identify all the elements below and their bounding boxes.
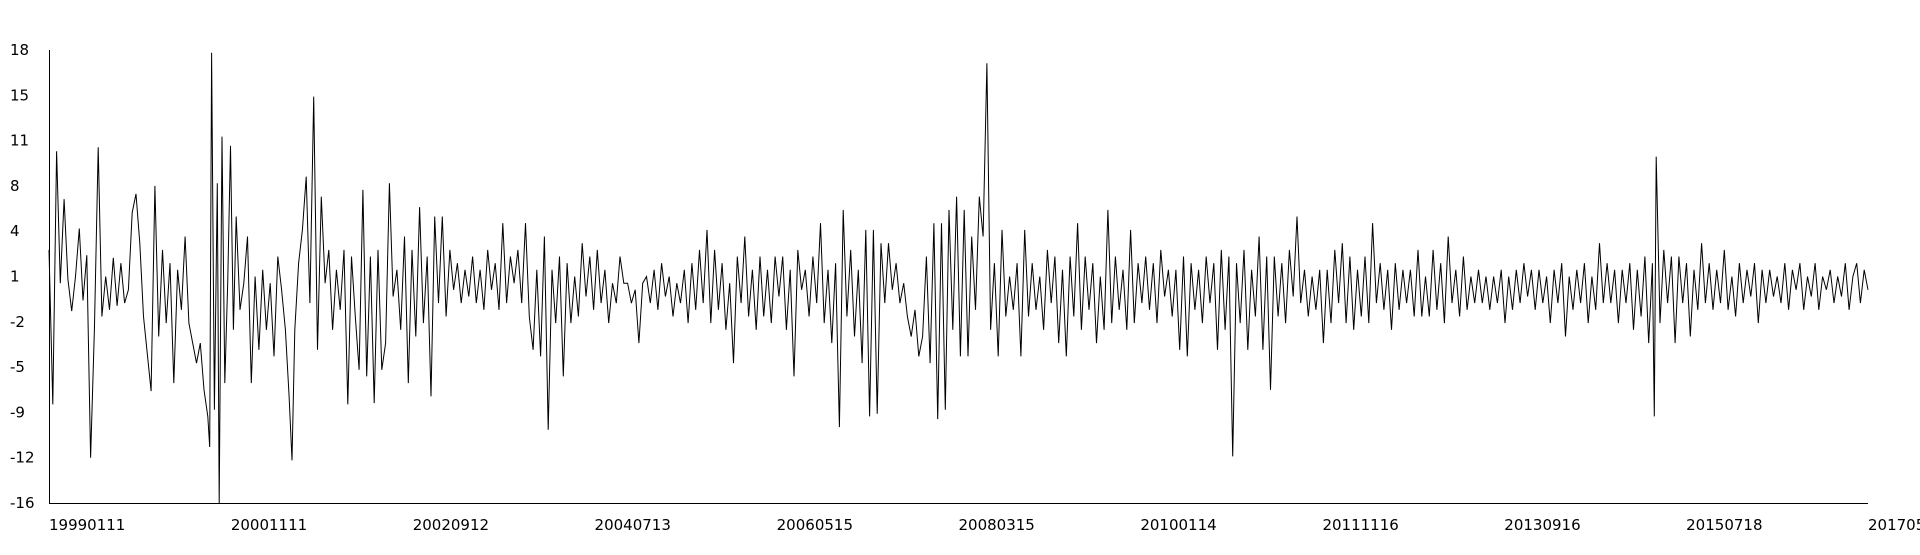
x-tick-label: 20150718 [1686,516,1762,534]
y-tick-label: 1 [10,268,20,286]
y-tick-label: 11 [10,132,29,150]
y-tick-label: 4 [10,222,20,240]
y-tick-label: -2 [10,313,25,331]
x-tick-label: 20170518 [1868,516,1920,534]
series-group [48,52,1869,504]
x-tick-label: 20001111 [231,516,307,534]
x-tick-label: 19990111 [49,516,125,534]
x-tick-label: 20130916 [1504,516,1580,534]
x-tick-label: 20040713 [595,516,671,534]
y-tick-label: -16 [10,494,35,512]
y-tick-label: 15 [10,86,29,104]
x-tick-label: 20080315 [959,516,1035,534]
y-tick-label: -9 [10,403,25,421]
x-tick-label: 20100114 [1140,516,1216,534]
x-axis-ticks: 19990111 20001111 20020912 20040713 20060515… [49,516,1920,534]
y-axis-ticks: 18 15 11 8 4 1 -2 -5 -9 -12 -16 [10,41,35,512]
x-tick-label: 20020912 [413,516,489,534]
y-tick-label: -5 [10,358,25,376]
y-tick-label: 18 [10,41,29,59]
series-line [48,52,1869,504]
x-tick-label: 20111116 [1322,516,1398,534]
y-tick-label: 8 [10,177,20,195]
y-tick-label: -12 [10,449,35,467]
x-tick-label: 20060515 [777,516,853,534]
